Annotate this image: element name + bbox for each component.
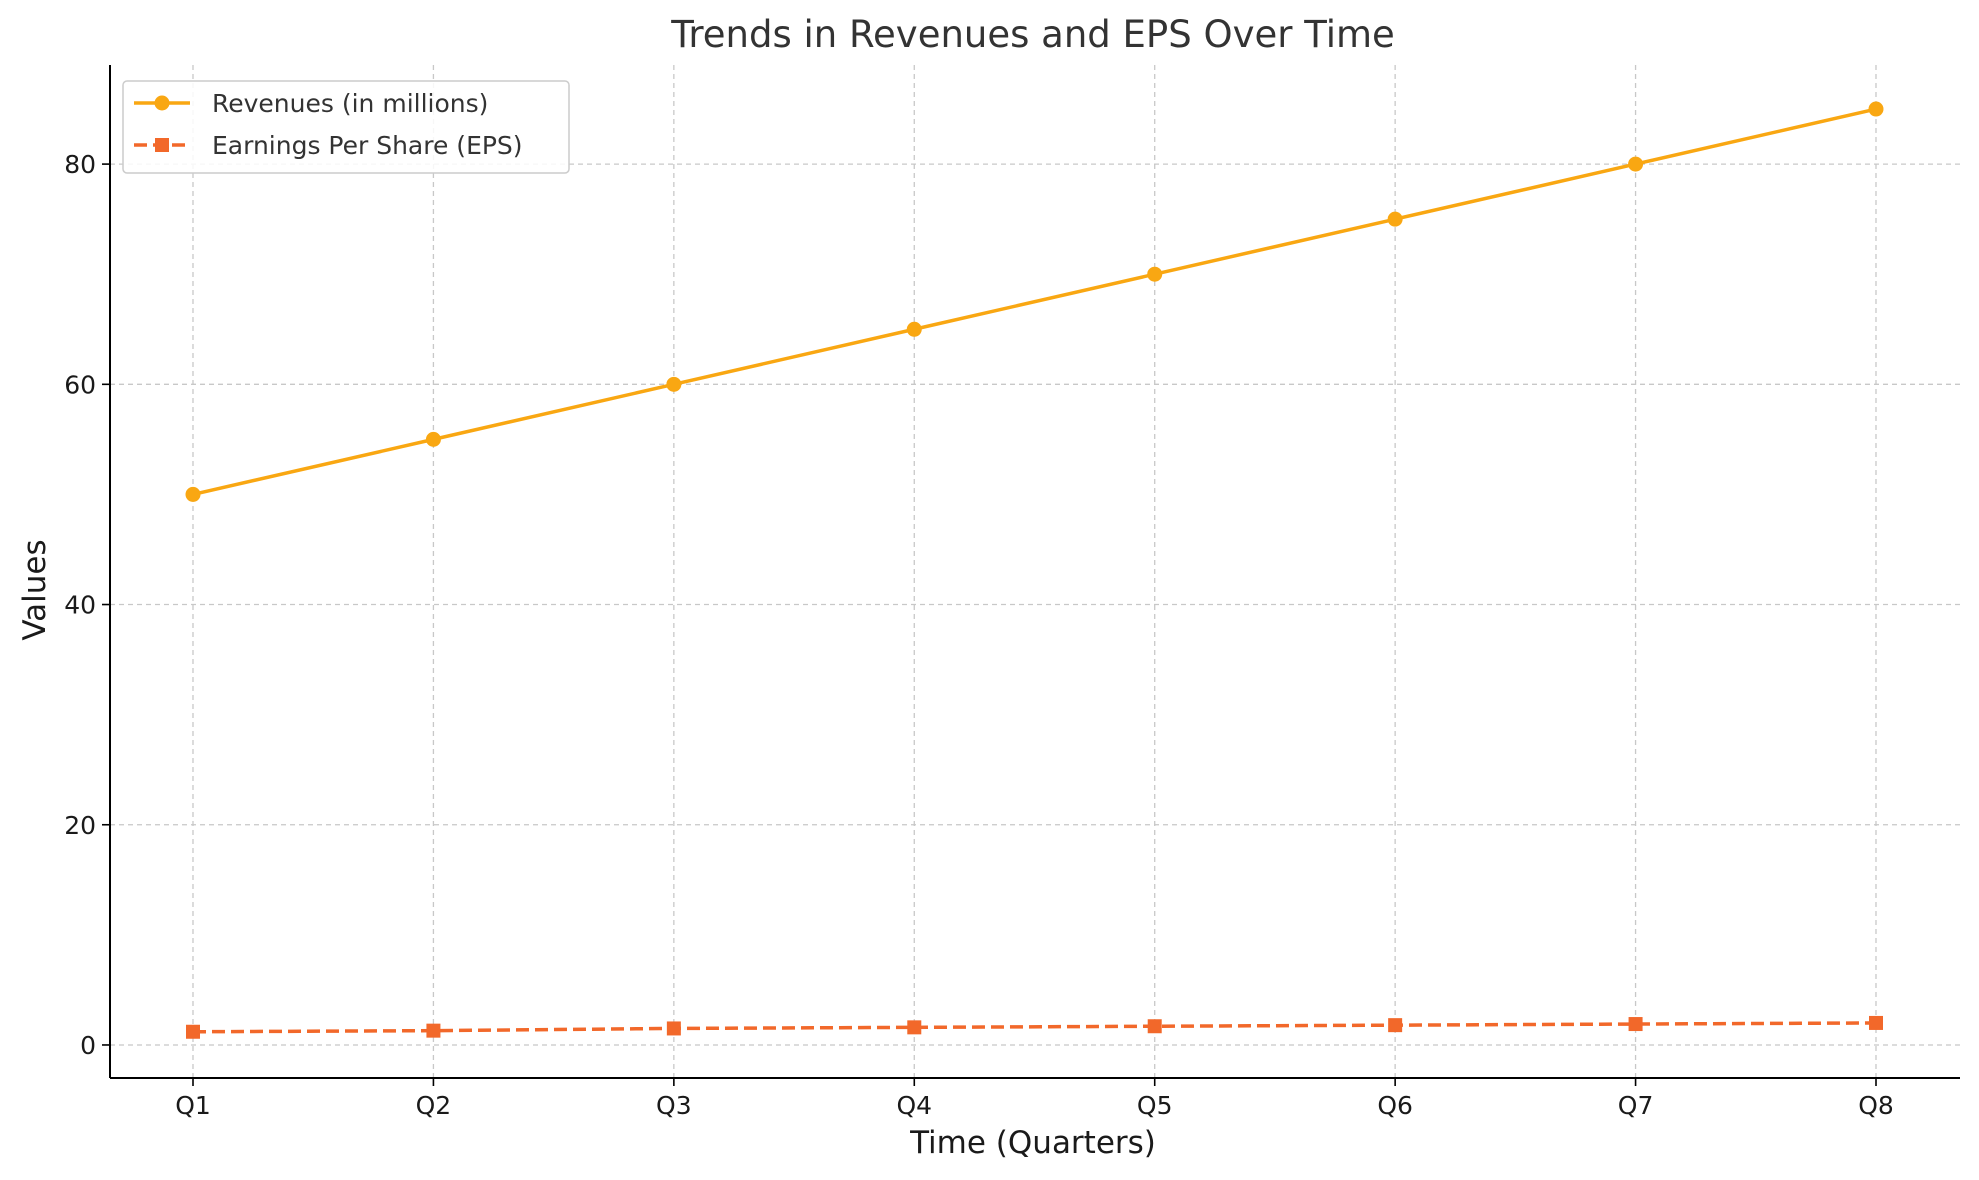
data-point xyxy=(1628,156,1644,172)
x-tick-label: Q5 xyxy=(1137,1091,1173,1120)
data-point xyxy=(1869,1015,1883,1030)
data-point xyxy=(1868,101,1884,117)
series-2 xyxy=(186,1015,1883,1039)
y-tick-label: 60 xyxy=(64,370,96,399)
x-tick-label: Q3 xyxy=(656,1091,692,1120)
y-tick-label: 80 xyxy=(64,150,96,179)
y-tick-label: 40 xyxy=(64,591,96,620)
legend-label: Revenues (in millions) xyxy=(212,89,488,118)
data-point xyxy=(1388,1018,1403,1033)
y-tick-label: 0 xyxy=(80,1031,96,1060)
data-series xyxy=(185,101,1884,1039)
legend-entry-1: Revenues (in millions) xyxy=(134,89,488,118)
legend: Revenues (in millions) Earnings Per Share… xyxy=(122,80,570,174)
x-tick-label: Q6 xyxy=(1377,1091,1413,1120)
tick-labels: Q1 Q2 Q3 Q4 Q5 Q6 Q7 Q8 0 20 40 60 80 xyxy=(64,150,1894,1120)
data-point xyxy=(1628,1017,1643,1032)
y-tick-label: 20 xyxy=(64,811,96,840)
legend-label: Earnings Per Share (EPS) xyxy=(212,131,523,160)
legend-entry-2: Earnings Per Share (EPS) xyxy=(134,131,523,160)
x-tick-label: Q7 xyxy=(1618,1091,1654,1120)
data-point xyxy=(426,1023,441,1038)
x-axis-label: Time (Quarters) xyxy=(909,1125,1156,1161)
data-point xyxy=(907,1020,922,1035)
chart-title: Trends in Revenues and EPS Over Time xyxy=(670,13,1395,56)
x-tick-label: Q1 xyxy=(175,1091,211,1120)
data-point xyxy=(1387,211,1403,227)
axes xyxy=(109,65,1960,1079)
legend-box xyxy=(122,80,570,174)
series-line xyxy=(192,1021,1877,1034)
y-axis-label: Values xyxy=(17,539,53,640)
data-point xyxy=(186,1024,200,1039)
legend-marker xyxy=(154,95,170,111)
x-tick-label: Q2 xyxy=(416,1091,452,1120)
data-point xyxy=(906,321,922,337)
data-point xyxy=(666,1021,681,1036)
data-point xyxy=(185,486,201,502)
data-point xyxy=(1147,1019,1162,1034)
x-tick-label: Q8 xyxy=(1858,1091,1894,1120)
x-tick-label: Q4 xyxy=(896,1091,932,1120)
data-point xyxy=(425,431,441,447)
legend-marker xyxy=(155,138,169,152)
grid-lines xyxy=(110,65,1960,1078)
data-point xyxy=(666,376,682,392)
series-1 xyxy=(185,101,1884,502)
series-line xyxy=(192,107,1877,497)
data-point xyxy=(1147,266,1163,282)
